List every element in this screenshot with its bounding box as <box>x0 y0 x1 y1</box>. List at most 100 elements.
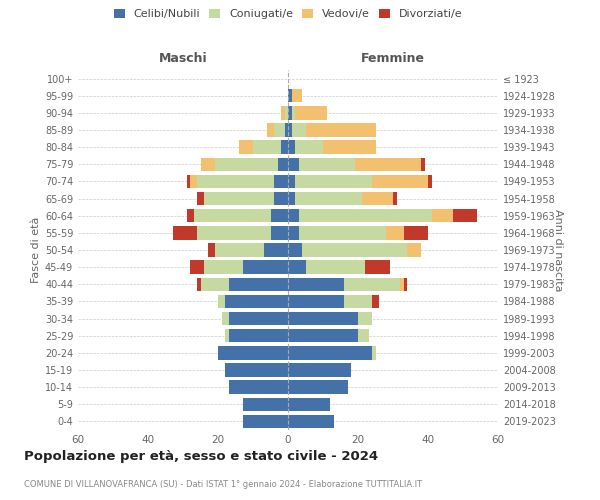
Bar <box>292 106 295 120</box>
Bar <box>288 329 358 342</box>
Bar <box>190 260 204 274</box>
Bar <box>281 140 288 154</box>
Bar <box>288 380 347 394</box>
Bar <box>288 140 295 154</box>
Bar <box>288 106 292 120</box>
Bar <box>215 244 263 256</box>
Bar <box>215 158 277 171</box>
Bar <box>284 124 288 136</box>
Bar <box>288 192 295 205</box>
Y-axis label: Anni di nascita: Anni di nascita <box>553 209 563 291</box>
Bar <box>305 124 376 136</box>
Bar <box>200 158 215 171</box>
Bar <box>187 209 193 222</box>
Text: Popolazione per età, sesso e stato civile - 2024: Popolazione per età, sesso e stato civil… <box>24 450 378 463</box>
Bar <box>295 106 326 120</box>
Bar <box>187 174 190 188</box>
Bar <box>292 124 305 136</box>
Bar <box>225 294 288 308</box>
Bar <box>431 209 452 222</box>
Bar <box>386 226 404 239</box>
Bar <box>229 380 288 394</box>
Bar <box>277 158 288 171</box>
Text: Maschi: Maschi <box>158 52 208 65</box>
Bar <box>288 398 330 411</box>
Bar <box>404 278 407 291</box>
Bar <box>271 209 288 222</box>
Bar <box>225 364 288 376</box>
Bar <box>281 106 284 120</box>
Bar <box>295 140 323 154</box>
Bar <box>221 312 229 326</box>
Bar <box>288 260 305 274</box>
Bar <box>284 106 288 120</box>
Text: Femmine: Femmine <box>361 52 425 65</box>
Bar <box>218 294 225 308</box>
Bar <box>372 294 379 308</box>
Bar <box>204 192 274 205</box>
Bar <box>372 346 376 360</box>
Bar <box>225 329 229 342</box>
Bar <box>299 158 355 171</box>
Bar <box>229 329 288 342</box>
Bar <box>288 158 299 171</box>
Bar <box>292 89 302 102</box>
Text: COMUNE DI VILLANOVAFRANCA (SU) - Dati ISTAT 1° gennaio 2024 - Elaborazione TUTTI: COMUNE DI VILLANOVAFRANCA (SU) - Dati IS… <box>24 480 422 489</box>
Bar <box>197 192 204 205</box>
Bar <box>393 192 397 205</box>
Bar <box>173 226 197 239</box>
Bar <box>288 346 372 360</box>
Bar <box>428 174 431 188</box>
Bar <box>242 260 288 274</box>
Bar <box>274 174 288 188</box>
Bar <box>190 174 197 188</box>
Bar <box>274 124 284 136</box>
Bar <box>358 329 368 342</box>
Bar <box>288 89 292 102</box>
Bar <box>197 278 200 291</box>
Bar <box>288 364 351 376</box>
Bar <box>355 158 421 171</box>
Bar <box>299 226 386 239</box>
Bar <box>372 174 428 188</box>
Bar <box>404 226 428 239</box>
Bar <box>263 244 288 256</box>
Bar <box>299 209 431 222</box>
Bar <box>344 278 400 291</box>
Bar <box>305 260 365 274</box>
Bar <box>197 226 271 239</box>
Bar <box>288 244 302 256</box>
Bar <box>197 174 274 188</box>
Bar <box>229 278 288 291</box>
Bar <box>271 226 288 239</box>
Bar <box>288 174 295 188</box>
Bar <box>295 174 372 188</box>
Bar <box>302 244 407 256</box>
Bar <box>208 244 215 256</box>
Bar <box>288 414 334 428</box>
Bar <box>323 140 376 154</box>
Bar <box>239 140 253 154</box>
Bar <box>288 209 299 222</box>
Bar <box>288 226 299 239</box>
Y-axis label: Fasce di età: Fasce di età <box>31 217 41 283</box>
Bar <box>358 312 372 326</box>
Legend: Celibi/Nubili, Coniugati/e, Vedovi/e, Divorziati/e: Celibi/Nubili, Coniugati/e, Vedovi/e, Di… <box>110 6 466 22</box>
Bar <box>452 209 477 222</box>
Bar <box>218 346 288 360</box>
Bar <box>400 278 404 291</box>
Bar <box>274 192 288 205</box>
Bar <box>288 124 292 136</box>
Bar <box>344 294 372 308</box>
Bar <box>204 260 242 274</box>
Bar <box>267 124 274 136</box>
Bar <box>200 278 229 291</box>
Bar <box>288 294 344 308</box>
Bar <box>421 158 425 171</box>
Bar <box>407 244 421 256</box>
Bar <box>253 140 281 154</box>
Bar <box>288 278 344 291</box>
Bar <box>295 192 361 205</box>
Bar <box>365 260 389 274</box>
Bar <box>242 398 288 411</box>
